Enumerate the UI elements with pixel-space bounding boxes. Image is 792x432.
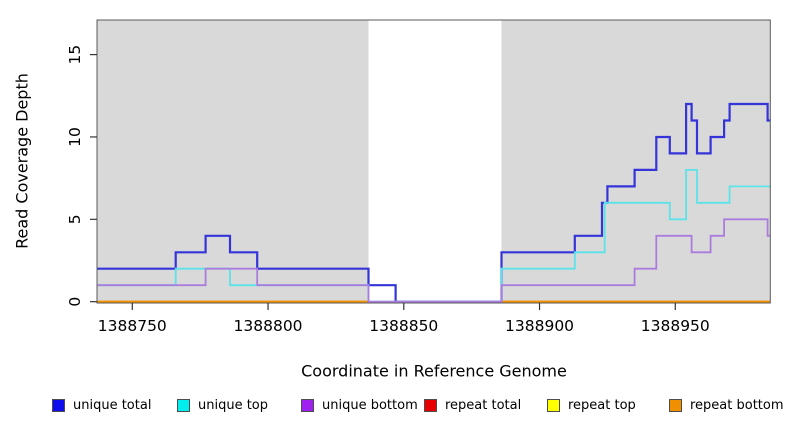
legend-swatch-repeat-bottom (669, 398, 682, 412)
legend-label: repeat top (568, 397, 636, 413)
legend-swatch-unique-bottom (301, 398, 314, 412)
series-lines-layer (97, 102, 771, 303)
right-gray-band (501, 20, 771, 303)
legend-item-unique-bottom: unique bottom (301, 396, 418, 414)
y-tick-label: 10 (66, 127, 84, 147)
plot-border (96, 19, 771, 304)
x-axis-title: Coordinate in Reference Genome (301, 361, 567, 381)
plot-frame-layer (96, 19, 771, 304)
x-tick-label: 1388800 (234, 317, 303, 335)
y-tick-label: 15 (66, 45, 84, 65)
x-tick-label: 1388750 (98, 317, 167, 335)
series-line-unique-bottom (97, 218, 771, 303)
legend-swatch-repeat-top (547, 398, 560, 412)
legend-label: repeat total (445, 397, 522, 413)
left-gray-band (97, 20, 369, 303)
axis-ticks-layer: 1388750 1388800 1388850 1388900 1388950 0 5 10 1… (66, 45, 710, 335)
legend-label: unique bottom (322, 397, 418, 413)
legend-item-unique-top: unique top (177, 396, 268, 414)
y-tick-label: 5 (66, 214, 84, 224)
legend-swatch-unique-total (52, 398, 65, 412)
legend-swatch-unique-top (177, 398, 190, 412)
series-line-unique-total (97, 102, 771, 303)
legend-item-unique-total: unique total (52, 396, 151, 414)
x-tick-label: 1388850 (369, 317, 438, 335)
shaded-bands-layer (97, 20, 771, 303)
chart-legend: unique total unique top unique bottom repea… (0, 396, 792, 416)
legend-item-repeat-bottom: repeat bottom (669, 396, 784, 414)
legend-item-repeat-total: repeat total (424, 396, 521, 414)
legend-label: unique total (73, 397, 152, 413)
legend-label: repeat bottom (690, 397, 784, 413)
series-line-unique-top (97, 169, 771, 303)
x-tick-label: 1388900 (505, 317, 574, 335)
legend-swatch-repeat-total (424, 398, 437, 412)
x-tick-label: 1388950 (641, 317, 710, 335)
y-axis-title: Read Coverage Depth (12, 73, 32, 249)
y-tick-label: 0 (66, 297, 84, 307)
legend-item-repeat-top: repeat top (547, 396, 636, 414)
legend-label: unique top (198, 397, 269, 413)
